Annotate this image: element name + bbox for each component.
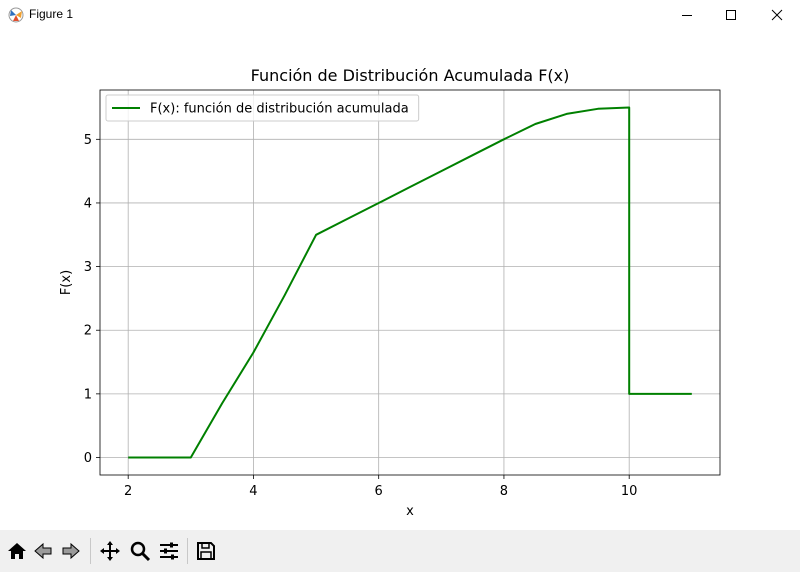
pan-button[interactable] <box>97 538 123 564</box>
grid-lines <box>100 90 720 475</box>
axes-frame <box>99 89 721 476</box>
y-axis-label: F(x) <box>59 270 74 295</box>
back-icon <box>34 542 52 560</box>
x-tick-label: 8 <box>500 484 508 499</box>
cdf-chart: 2 4 6 8 10 0 1 2 3 4 5 Función de Distribución Acu… <box>59 66 721 519</box>
y-tick-label: 1 <box>84 387 92 402</box>
close-icon <box>771 9 783 21</box>
save-icon <box>197 542 215 560</box>
minimize-icon <box>682 15 692 16</box>
forward-button[interactable] <box>58 538 84 564</box>
toolbar-separator <box>187 538 188 564</box>
configure-subplots-button[interactable] <box>156 538 182 564</box>
x-tick-label: 10 <box>621 484 638 499</box>
x-tick-label: 2 <box>124 484 132 499</box>
legend-label: F(x): función de distribución acumulada <box>150 102 409 117</box>
pan-icon <box>100 541 120 561</box>
x-tick-label: 4 <box>249 484 257 499</box>
x-tick-label: 6 <box>375 484 383 499</box>
zoom-icon <box>130 541 151 562</box>
y-tick-label: 2 <box>84 324 92 339</box>
y-tick-label: 5 <box>84 133 92 148</box>
back-button[interactable] <box>30 538 56 564</box>
close-button[interactable] <box>754 0 800 30</box>
configure-subplots-icon <box>160 542 178 560</box>
window-title: Figure 1 <box>29 7 74 21</box>
home-button[interactable] <box>4 538 30 564</box>
y-tick-label: 0 <box>84 451 92 466</box>
maximize-icon <box>726 10 736 20</box>
chart-title: Función de Distribución Acumulada F(x) <box>251 66 570 85</box>
zoom-button[interactable] <box>127 538 153 564</box>
y-tick-label: 4 <box>84 196 92 211</box>
toolbar-separator <box>90 538 91 564</box>
matplotlib-app-icon <box>8 7 24 23</box>
series-layer <box>128 106 692 459</box>
y-tick-label: 3 <box>84 260 92 275</box>
window-titlebar: Figure 1 <box>0 0 800 30</box>
forward-icon <box>62 542 80 560</box>
navigation-toolbar <box>0 530 800 572</box>
legend-box <box>105 94 420 122</box>
maximize-button[interactable] <box>708 0 754 30</box>
home-icon <box>8 543 26 559</box>
axis-ticks: 2 4 6 8 10 0 1 2 3 4 5 <box>84 133 638 499</box>
series-line <box>128 106 692 459</box>
legend: F(x): función de distribución acumulada <box>105 94 420 122</box>
minimize-button[interactable] <box>664 0 710 30</box>
x-axis-label: x <box>406 504 414 519</box>
save-button[interactable] <box>193 538 219 564</box>
figure-canvas[interactable]: 2 4 6 8 10 0 1 2 3 4 5 Función de Distribución Acu… <box>0 30 800 530</box>
